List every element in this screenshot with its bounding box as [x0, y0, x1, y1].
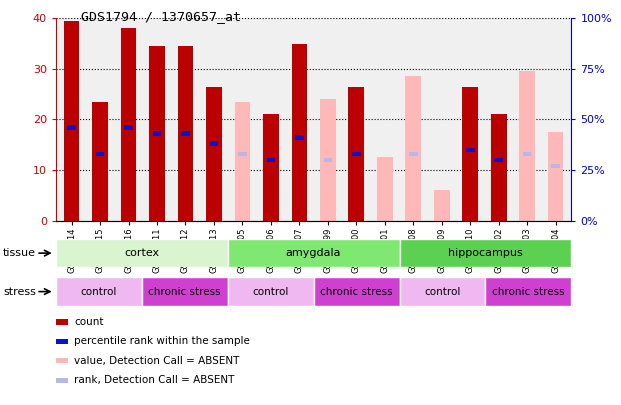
Text: percentile rank within the sample: percentile rank within the sample: [75, 337, 250, 346]
Bar: [266, 158, 275, 162]
Bar: [551, 164, 560, 168]
Text: amygdala: amygdala: [286, 248, 342, 258]
Text: control: control: [424, 287, 461, 296]
Bar: [238, 151, 247, 156]
Bar: [178, 46, 193, 221]
Bar: [324, 158, 332, 162]
Bar: [56, 277, 142, 306]
Bar: [491, 115, 507, 221]
Bar: [181, 131, 190, 136]
Text: rank, Detection Call = ABSENT: rank, Detection Call = ABSENT: [75, 375, 235, 385]
Bar: [399, 239, 571, 267]
Bar: [153, 131, 161, 136]
Bar: [64, 21, 79, 221]
Text: cortex: cortex: [124, 248, 160, 258]
Text: control: control: [81, 287, 117, 296]
Bar: [263, 115, 279, 221]
Bar: [523, 151, 532, 156]
Bar: [206, 87, 222, 221]
Bar: [96, 151, 104, 156]
Bar: [92, 102, 108, 221]
Bar: [434, 190, 450, 221]
Bar: [399, 277, 486, 306]
Bar: [320, 99, 336, 221]
Text: count: count: [75, 317, 104, 327]
Bar: [348, 87, 364, 221]
Text: stress: stress: [3, 287, 36, 296]
Bar: [228, 277, 314, 306]
Bar: [463, 87, 478, 221]
Bar: [124, 125, 133, 130]
Bar: [142, 277, 228, 306]
Text: value, Detection Call = ABSENT: value, Detection Call = ABSENT: [75, 356, 240, 366]
Text: chronic stress: chronic stress: [492, 287, 564, 296]
Bar: [235, 102, 250, 221]
Bar: [486, 277, 571, 306]
Bar: [295, 135, 304, 140]
Bar: [149, 46, 165, 221]
Bar: [494, 158, 503, 162]
Bar: [314, 277, 399, 306]
Bar: [291, 44, 307, 221]
Bar: [324, 158, 332, 162]
Bar: [56, 239, 228, 267]
Bar: [466, 147, 474, 152]
Bar: [406, 77, 421, 221]
Bar: [228, 239, 399, 267]
Bar: [210, 141, 218, 146]
Bar: [67, 125, 76, 130]
Bar: [352, 151, 361, 156]
Bar: [409, 151, 417, 156]
Bar: [120, 28, 137, 221]
Text: chronic stress: chronic stress: [320, 287, 393, 296]
Text: control: control: [253, 287, 289, 296]
Text: chronic stress: chronic stress: [148, 287, 221, 296]
Bar: [377, 158, 392, 221]
Bar: [519, 71, 535, 221]
Bar: [548, 132, 563, 221]
Text: hippocampus: hippocampus: [448, 248, 523, 258]
Text: GDS1794 / 1370657_at: GDS1794 / 1370657_at: [81, 10, 241, 23]
Text: tissue: tissue: [3, 248, 36, 258]
